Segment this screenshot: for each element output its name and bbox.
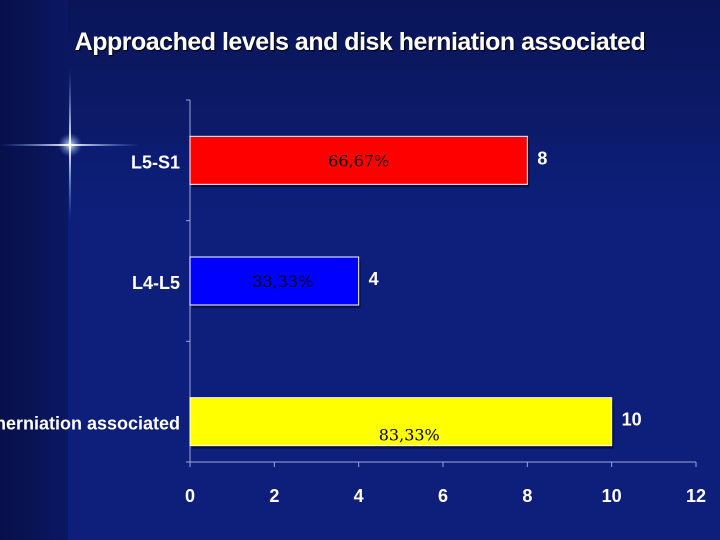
category-label: L4-L5 (132, 273, 180, 293)
x-tick-label: 0 (185, 486, 195, 506)
bar (189, 135, 528, 185)
x-tick-label: 10 (602, 486, 622, 506)
top-band (68, 0, 720, 145)
x-tick-label: 2 (269, 486, 279, 506)
value-label: 10 (622, 410, 642, 430)
percent-label: 83,33% (379, 426, 440, 445)
value-label: 4 (369, 269, 379, 289)
percent-label: 33,33% (252, 272, 313, 291)
x-tick-label: 6 (438, 486, 448, 506)
sparkle-icon (0, 70, 140, 220)
bar (189, 256, 360, 306)
chart-title: Approached levels and disk herniation as… (74, 28, 646, 56)
value-label: 8 (537, 148, 547, 168)
bar (189, 397, 613, 447)
left-band (0, 0, 68, 540)
x-tick-label: 12 (686, 486, 706, 506)
category-label: L5-S1 (131, 152, 180, 172)
x-tick-label: 4 (354, 486, 364, 506)
percent-label: 66,67% (328, 151, 389, 170)
category-label: Disk herniation associated (0, 414, 180, 434)
x-tick-label: 8 (522, 486, 532, 506)
